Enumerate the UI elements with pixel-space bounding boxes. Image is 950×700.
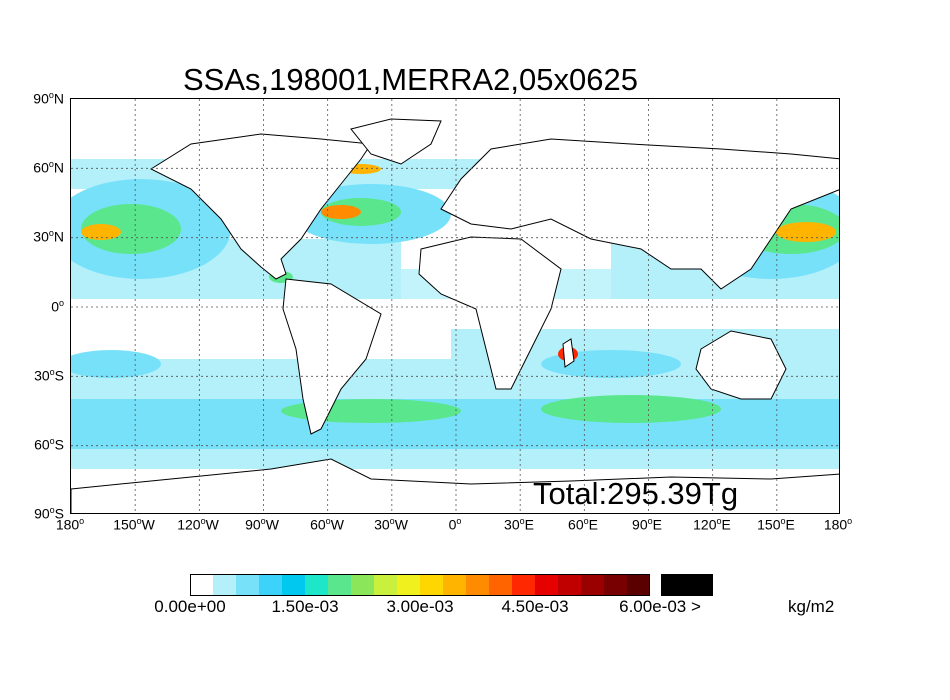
lat-label-0: 0o (51, 298, 64, 315)
land-masses (71, 118, 839, 513)
colorbar-swatch (604, 574, 627, 596)
lon-label-150w: 150oW (113, 516, 155, 533)
colorbar-swatch (374, 574, 397, 596)
north-america (149, 133, 372, 280)
colorbar-swatch (420, 574, 443, 596)
colorbar-swatch (466, 574, 489, 596)
colorbar-swatch (443, 574, 466, 596)
colorbar-tick-label: 4.50e-03 (501, 597, 569, 616)
lon-label-90e: 90oE (632, 516, 662, 533)
greenland (350, 118, 442, 165)
colorbar-tick-label: 3.00e-03 (386, 597, 454, 616)
antarctica (71, 458, 839, 513)
lon-label-120e: 120oE (693, 516, 731, 533)
graticule (71, 99, 839, 513)
lat-label-30s: 30oS (34, 367, 64, 384)
colorbar-swatch (397, 574, 420, 596)
field-band (71, 399, 839, 449)
lon-label-60w: 60oW (310, 516, 344, 533)
europe-asia (440, 138, 839, 290)
madagascar (562, 338, 575, 368)
south-america (282, 278, 382, 435)
lon-label-30w: 30oW (374, 516, 408, 533)
colorbar-tick-label: 0.00e+00 (154, 597, 226, 616)
map-panel (70, 98, 840, 514)
field-core (541, 395, 721, 423)
field-core (81, 224, 121, 240)
lat-label-90n: 90oN (33, 90, 64, 107)
colorbar-overflow-box (661, 574, 713, 596)
lon-label-0: 0o (448, 516, 462, 533)
africa (418, 236, 562, 390)
lon-label-30e: 30oE (504, 516, 534, 533)
colorbar-swatch (351, 574, 374, 596)
field-patch (71, 350, 161, 378)
lon-label-60e: 60oE (568, 516, 598, 533)
lon-label-90w: 90oW (245, 516, 279, 533)
colorbar-swatch (558, 574, 581, 596)
australia (695, 330, 787, 400)
field-core (776, 222, 836, 242)
colorbar-swatch (282, 574, 305, 596)
colorbar-tick-label: 6.00e-03 > (619, 597, 701, 616)
field-core (81, 204, 181, 254)
field-core (321, 205, 361, 219)
colorbar-swatch (328, 574, 351, 596)
lat-label-60s: 60oS (34, 436, 64, 453)
colorbar-swatch (305, 574, 328, 596)
colorbar-swatch (512, 574, 535, 596)
colorbar-swatch (259, 574, 282, 596)
colorbar-swatch (213, 574, 236, 596)
colorbar-tick-label: 1.50e-03 (271, 597, 339, 616)
colorbar-swatch (489, 574, 512, 596)
lon-label-150e: 150oE (757, 516, 795, 533)
colorbar-swatch (627, 574, 650, 596)
colorbar-swatch (190, 574, 213, 596)
colorbar-swatch (236, 574, 259, 596)
lat-label-30n: 30oN (33, 228, 64, 245)
colorbar (190, 574, 650, 596)
map-title: SSAs,198001,MERRA2,05x0625 (183, 62, 638, 97)
colorbar-swatch (581, 574, 604, 596)
lat-label-90s: 90oS (34, 505, 64, 522)
total-mass-label: Total:295.39Tg (533, 476, 739, 511)
colorbar-swatch (535, 574, 558, 596)
lon-label-180e: 180o (823, 516, 853, 533)
lat-label-60n: 60oN (33, 159, 64, 176)
lon-label-180w: 180o (55, 516, 85, 533)
lon-label-120w: 120oW (177, 516, 219, 533)
map-canvas (71, 99, 839, 513)
units-label: kg/m2 (788, 597, 835, 616)
